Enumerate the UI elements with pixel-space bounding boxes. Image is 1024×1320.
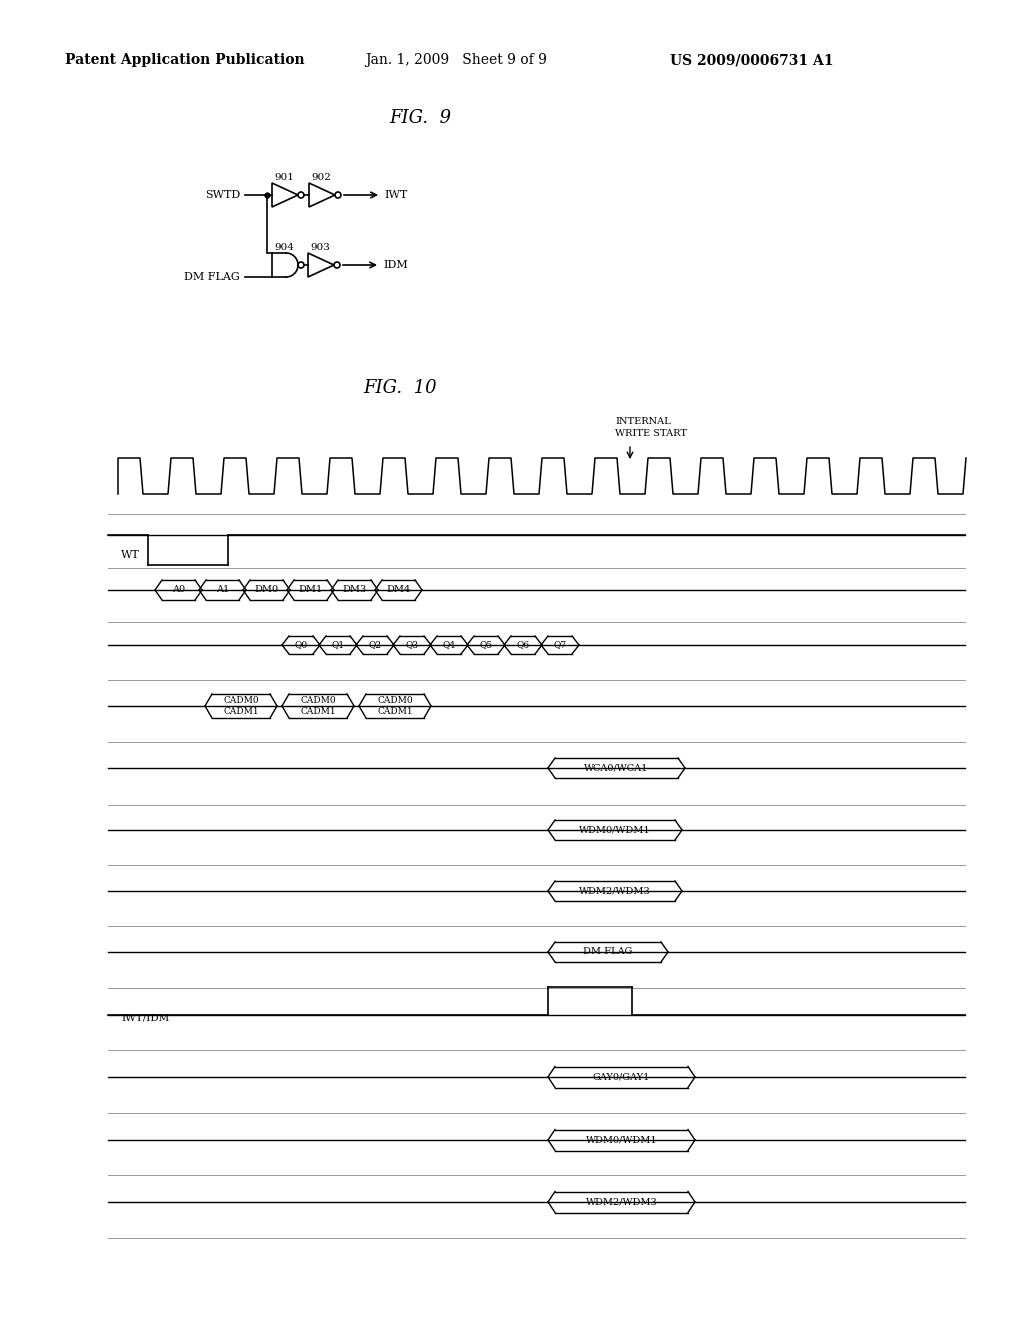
Text: IDM: IDM bbox=[383, 260, 408, 271]
Text: US 2009/0006731 A1: US 2009/0006731 A1 bbox=[670, 53, 834, 67]
Text: GAY0/GAY1: GAY0/GAY1 bbox=[593, 1072, 650, 1081]
Text: WDM2/WDM3: WDM2/WDM3 bbox=[580, 887, 651, 895]
Text: 904: 904 bbox=[274, 243, 294, 252]
Text: SWTD: SWTD bbox=[205, 190, 240, 201]
Text: Q1: Q1 bbox=[332, 640, 344, 649]
Text: INTERNAL: INTERNAL bbox=[615, 417, 671, 426]
Text: A0: A0 bbox=[172, 586, 185, 594]
Text: Q2: Q2 bbox=[369, 640, 382, 649]
Text: FIG.  10: FIG. 10 bbox=[364, 379, 437, 397]
Text: DM0: DM0 bbox=[254, 586, 279, 594]
Text: FIG.  9: FIG. 9 bbox=[389, 110, 451, 127]
Text: Q7: Q7 bbox=[553, 640, 566, 649]
Text: WCA0/WCA1: WCA0/WCA1 bbox=[585, 763, 648, 772]
Text: WRITE START: WRITE START bbox=[615, 429, 687, 438]
Text: Q4: Q4 bbox=[442, 640, 456, 649]
Text: Jan. 1, 2009   Sheet 9 of 9: Jan. 1, 2009 Sheet 9 of 9 bbox=[365, 53, 547, 67]
Text: Q3: Q3 bbox=[406, 640, 419, 649]
Text: Patent Application Publication: Patent Application Publication bbox=[65, 53, 304, 67]
Text: DM4: DM4 bbox=[386, 586, 411, 594]
Text: Q6: Q6 bbox=[516, 640, 529, 649]
Text: WDM2/WDM3: WDM2/WDM3 bbox=[586, 1197, 657, 1206]
Text: CADM0
CADM1: CADM0 CADM1 bbox=[223, 697, 259, 715]
Text: CADM0
CADM1: CADM0 CADM1 bbox=[300, 697, 336, 715]
Text: 901: 901 bbox=[274, 173, 294, 182]
Text: DM1: DM1 bbox=[298, 586, 323, 594]
Text: 902: 902 bbox=[311, 173, 331, 182]
Text: Q0: Q0 bbox=[295, 640, 307, 649]
Text: A1: A1 bbox=[216, 586, 229, 594]
Text: IWT: IWT bbox=[384, 190, 408, 201]
Text: WT: WT bbox=[121, 550, 139, 560]
Text: Q5: Q5 bbox=[479, 640, 493, 649]
Text: 903: 903 bbox=[310, 243, 330, 252]
Text: CADM0
CADM1: CADM0 CADM1 bbox=[377, 697, 413, 715]
Text: WDM0/WDM1: WDM0/WDM1 bbox=[580, 825, 651, 834]
Text: IWT/IDM: IWT/IDM bbox=[121, 1014, 169, 1023]
Text: DM FLAG: DM FLAG bbox=[184, 272, 240, 282]
Text: DM FLAG: DM FLAG bbox=[584, 948, 633, 957]
Text: DM3: DM3 bbox=[342, 586, 367, 594]
Text: WDM0/WDM1: WDM0/WDM1 bbox=[586, 1135, 657, 1144]
